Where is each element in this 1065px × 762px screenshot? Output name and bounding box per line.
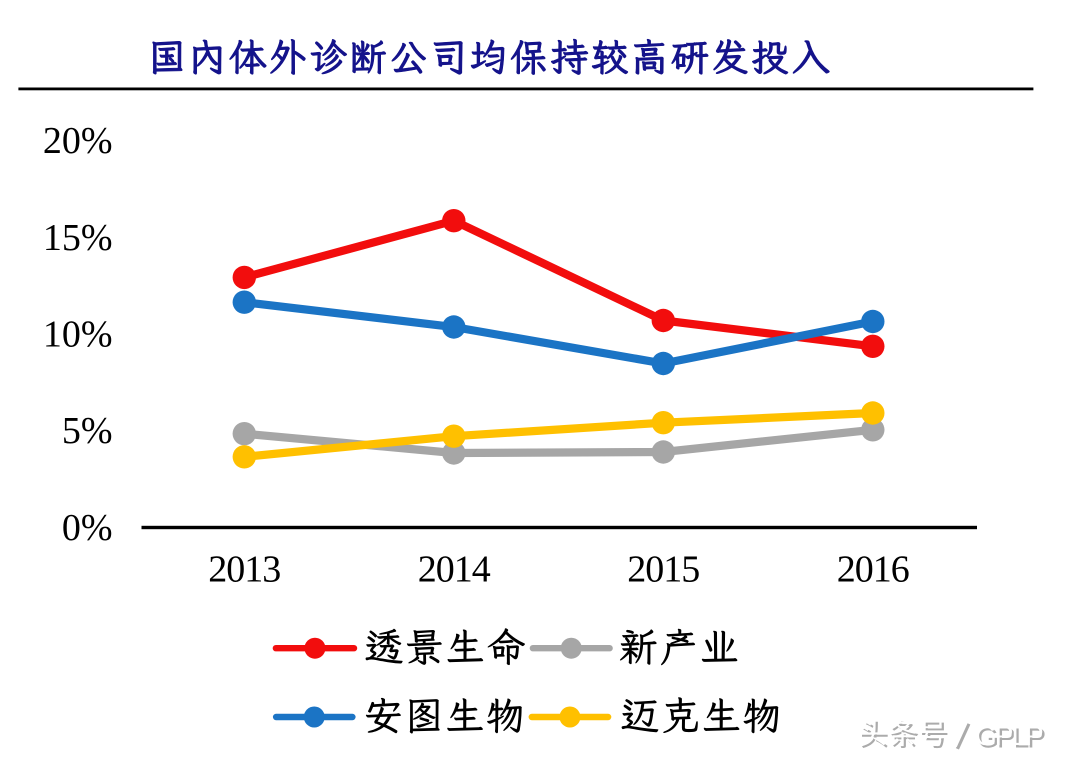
svg-text:0%: 0% (62, 507, 113, 549)
svg-text:2016: 2016 (837, 549, 909, 591)
svg-text:15%: 15% (43, 217, 113, 259)
svg-text:10%: 10% (43, 314, 113, 356)
svg-text:GPLP: GPLP (975, 720, 1043, 751)
svg-text:5%: 5% (62, 410, 113, 452)
svg-text:GPLP: GPLP (977, 722, 1045, 753)
svg-text:2014: 2014 (418, 549, 491, 591)
svg-text:20%: 20% (43, 120, 113, 162)
svg-text:2013: 2013 (208, 549, 280, 591)
svg-text:2015: 2015 (627, 549, 699, 591)
